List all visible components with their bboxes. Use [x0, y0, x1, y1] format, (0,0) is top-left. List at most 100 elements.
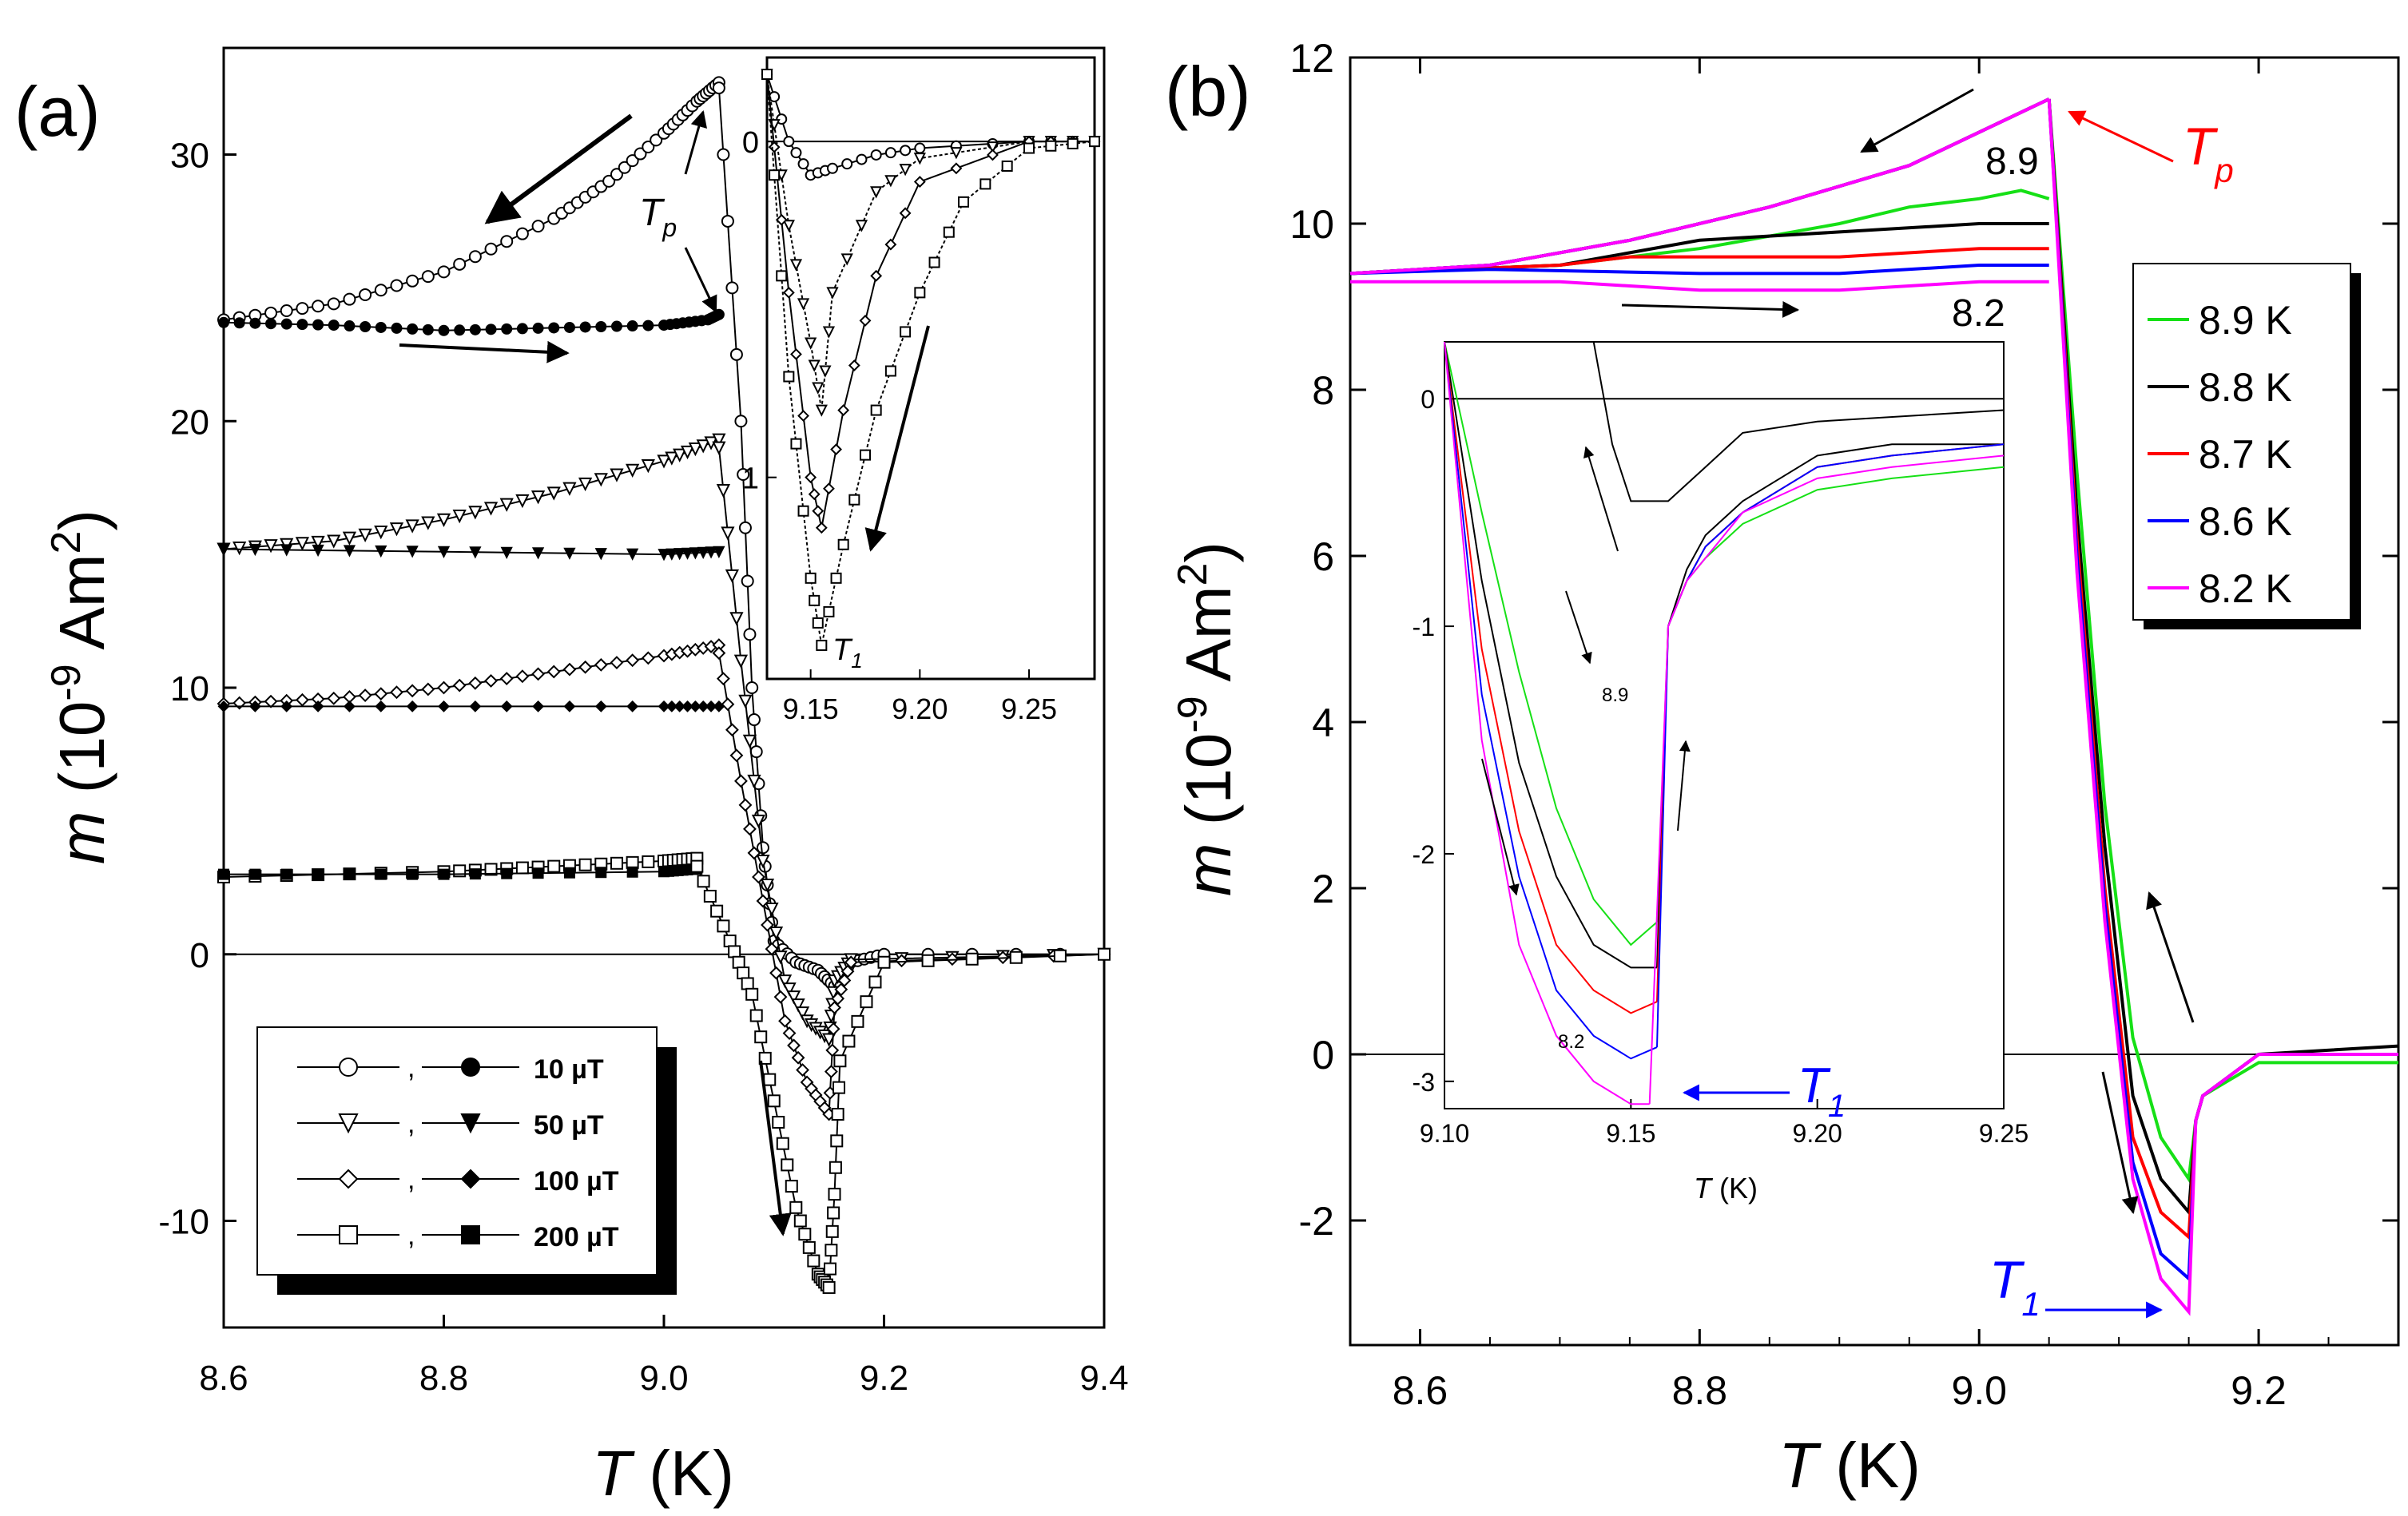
panel-b-y-tick-label: 8	[1312, 368, 1334, 413]
panel-b-inset-t1-label: T1	[1798, 1058, 1846, 1124]
panel-a-data-point	[311, 535, 325, 550]
panel-a-inset-data-point	[775, 213, 788, 226]
panel-a-data-point	[438, 324, 450, 336]
panel-b-inset-label-89: 8.9	[1602, 685, 1628, 706]
panel-a-inset-data-point	[943, 226, 955, 238]
panel-a-data-point	[501, 323, 513, 335]
panel-a-data-point	[782, 982, 797, 997]
panel-a-legend-box	[256, 1026, 658, 1276]
panel-b-y-tick-label: 10	[1289, 202, 1334, 247]
panel-a-legend-label: 10 µT	[534, 1054, 604, 1085]
panel-a-series	[217, 76, 1111, 993]
panel-a-data-point	[249, 317, 261, 329]
panel-a-data-point	[515, 669, 530, 684]
panel-a-data-point	[721, 214, 734, 228]
panel-a-data-point	[327, 297, 340, 311]
panel-a-inset-data-point	[830, 572, 842, 584]
panel-a-data-point	[578, 858, 592, 871]
panel-a-data-point	[851, 1014, 864, 1028]
panel-b-ticks: 8.6 8.8 9.0 9.2 -2 0 2 4 6 8 10 12	[1289, 36, 2398, 1413]
panel-b-x-axis-label: T (K)	[1778, 1430, 1921, 1501]
panel-a-inset-data-point	[913, 176, 926, 189]
panel-a-series-line	[223, 548, 719, 556]
panel-b-y-tick-label: -2	[1299, 1199, 1334, 1244]
panel-b-label: (b)	[1165, 52, 1251, 131]
panel-a-legend-comma: ,	[407, 1109, 415, 1139]
panel-a-data-point	[789, 1200, 803, 1214]
panel-a-y-tick-label: 10	[170, 669, 209, 708]
panel-a-data-point	[737, 966, 750, 980]
panel-a-data-point	[327, 534, 341, 549]
panel-a-data-point	[468, 250, 482, 264]
panel-a-data-point	[754, 1030, 768, 1044]
panel-a-data-point	[532, 700, 544, 712]
panel-a-data-point	[786, 990, 801, 1005]
panel-a-data-point	[389, 522, 404, 537]
panel-a-data-point	[264, 306, 278, 319]
panel-a-data-point	[232, 542, 247, 556]
panel-b-y-tick-label: 4	[1312, 700, 1334, 745]
panel-a-data-point	[634, 147, 647, 161]
panel-a-x-tick-label: 8.6	[199, 1359, 248, 1398]
panel-a-data-point	[626, 463, 640, 478]
panel-a-data-point	[705, 700, 717, 712]
panel-a-data-point	[436, 513, 451, 527]
panel-b-plot-frame	[1349, 56, 2400, 1347]
panel-b-cooling-arrow	[1860, 88, 1974, 153]
panel-a-inset-data-point	[913, 153, 926, 165]
panel-a-data-point	[877, 955, 891, 969]
panel-a-data-point	[405, 684, 419, 698]
panel-a-legend-label: 200 µT	[534, 1222, 619, 1252]
panel-a-data-point	[595, 867, 607, 879]
panel-a-data-point	[658, 549, 670, 562]
panel-b-inset-upper-arrow	[1583, 446, 1619, 552]
panel-a-tp-label: Tp	[639, 192, 677, 242]
panel-b-legend: 8.9 K 8.8 K 8.7 K 8.6 K 8.2 K	[2132, 263, 2361, 629]
panel-a-data-point	[723, 935, 737, 948]
panel-a-inset-x-tick-label: 9.15	[783, 693, 839, 725]
panel-a-data-point	[437, 265, 451, 279]
panel-a-data-point	[626, 653, 640, 668]
panel-a-data-point	[781, 1158, 794, 1172]
panel-b-inset-down-arrow	[1481, 758, 1520, 896]
panel-a-y-tick-label: 0	[190, 936, 209, 975]
panel-a-data-point	[360, 321, 372, 333]
panel-a-data-point	[610, 468, 624, 482]
panel-b-inset-series	[1592, 341, 2005, 502]
panel-a-data-point	[747, 774, 761, 789]
panel-a-data-point	[737, 468, 750, 481]
panel-a-data-point	[312, 700, 324, 712]
panel-a-data-point	[641, 651, 655, 665]
panel-a-data-point	[375, 321, 387, 333]
panel-a-data-point	[747, 846, 761, 860]
panel-a-y-tick-label: 20	[170, 403, 209, 442]
panel-a-data-point	[703, 889, 717, 903]
panel-a-data-point	[563, 867, 575, 879]
panel-a-inset-data-point	[797, 298, 810, 311]
panel-a-data-point	[765, 903, 779, 917]
panel-a-inset-data-point	[797, 158, 809, 170]
panel-a-data-point	[1053, 949, 1067, 962]
panel-a-data-point	[831, 1108, 844, 1121]
panel-a-data-point	[531, 547, 545, 560]
panel-a-data-point	[837, 974, 852, 987]
panel-a-data-point	[610, 856, 623, 870]
panel-a-data-point	[390, 685, 403, 700]
panel-a-data-point	[681, 547, 694, 560]
panel-b-y-tick-label: 2	[1312, 867, 1334, 911]
panel-a-inset-data-point	[783, 136, 795, 148]
panel-a-data-point	[749, 745, 763, 759]
panel-a-data-point	[761, 918, 774, 932]
panel-a-data-point	[454, 324, 466, 336]
panel-a-data-point	[516, 323, 528, 335]
panel-a-data-point	[618, 161, 631, 174]
panel-a-legend: , 10 µT, 50 µT, 100 µT, 200 µT	[256, 1026, 677, 1295]
panel-a-data-point	[860, 995, 873, 1009]
panel-a-series-line	[223, 439, 720, 550]
panel-a-data-point	[610, 656, 624, 669]
panel-a-data-point	[563, 321, 575, 333]
panel-a-data-point	[769, 966, 783, 980]
panel-a-inset-down-arrow	[864, 325, 930, 552]
panel-a-data-point	[763, 1073, 777, 1086]
